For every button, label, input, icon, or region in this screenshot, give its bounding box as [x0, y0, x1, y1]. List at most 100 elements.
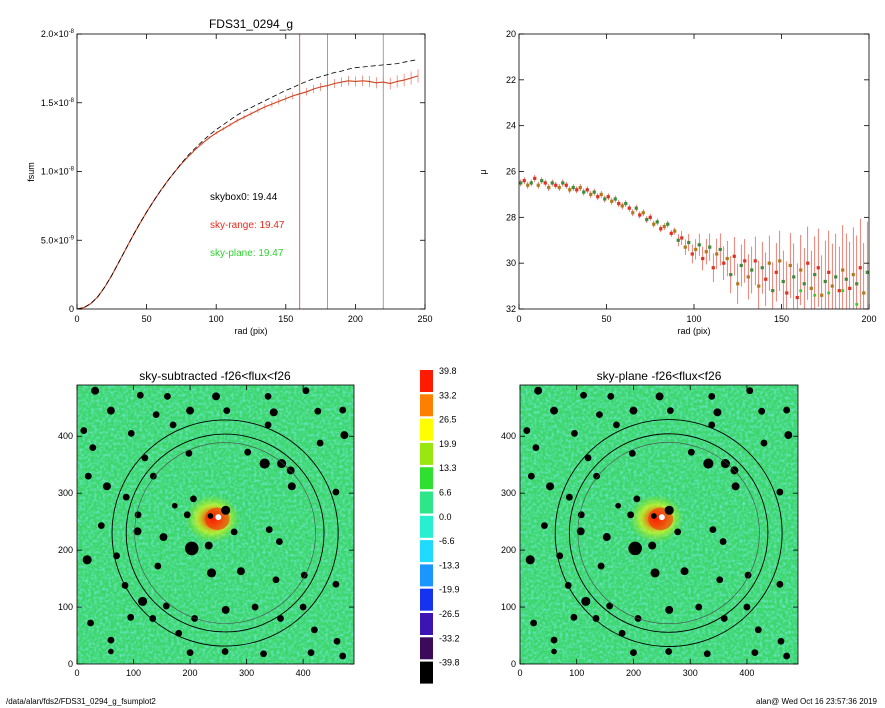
image-left-mask	[264, 421, 272, 429]
image-left-mask	[260, 650, 267, 658]
mu-point	[540, 179, 544, 183]
mu-point-plane	[855, 303, 859, 306]
image-left-mask	[164, 392, 171, 400]
image-right-mask	[532, 444, 540, 452]
image-right-mask	[760, 439, 768, 447]
mu-point	[792, 275, 796, 279]
fsum-y-axis-label: fsum	[26, 162, 36, 182]
colorbar-swatch-2	[420, 418, 433, 441]
mu-point	[613, 197, 617, 201]
image-right-mask	[703, 458, 714, 469]
image-right-mask	[720, 615, 728, 622]
mu-point	[536, 183, 540, 187]
fsum-x-tick-label: 0	[74, 314, 79, 324]
mu-point	[550, 181, 554, 185]
image-left-mask	[87, 619, 94, 627]
image-right-title: sky-plane -f26<flux<f26	[597, 369, 722, 383]
mu-point	[725, 256, 729, 261]
image-right-mask	[758, 407, 766, 415]
fsum-x-tick-label: 50	[142, 314, 152, 324]
image-right-mask	[776, 580, 784, 588]
mu-point	[585, 188, 589, 192]
mu-point-plane	[799, 289, 803, 293]
mu-x-tick-label: 50	[601, 314, 611, 324]
colorbar-label-6: 0.0	[439, 512, 452, 522]
colorbar-label-5: 6.6	[439, 488, 452, 498]
mu-point	[662, 224, 666, 229]
image-left-mask	[207, 568, 217, 578]
image-left-mask	[259, 458, 270, 469]
fsum-panel: FDS31_0294_g 0 50 100 150 200 250 0 5.0×10-9 1.0…	[26, 17, 433, 336]
mu-point	[764, 277, 768, 281]
image-left-mask	[159, 533, 168, 541]
image-right-x-tick-label: 200	[626, 668, 641, 678]
mu-point	[578, 185, 582, 190]
colorbar-swatch-9	[420, 588, 433, 611]
image-left-mask	[269, 408, 278, 417]
mu-point	[830, 284, 834, 288]
mu-y-tick-label: 30	[506, 258, 516, 268]
mu-point	[771, 289, 775, 293]
image-left-mask	[171, 502, 178, 509]
image-left-mask	[190, 495, 197, 503]
image-left-mask	[134, 511, 142, 519]
image-left-mask	[185, 449, 193, 457]
mu-y-tick-label: 20	[506, 29, 516, 39]
image-left-mask	[184, 541, 199, 556]
mu-point	[708, 245, 712, 249]
mu-point	[841, 268, 845, 272]
image-right-mask	[571, 429, 578, 437]
mu-point	[715, 252, 719, 256]
image-left-mask	[186, 649, 194, 657]
mu-point	[785, 291, 789, 295]
image-left-y-tick-label: 0	[68, 659, 73, 669]
colorbar-swatch-10	[420, 613, 433, 635]
fsum-annotation-2: sky-plane: 19.47	[210, 248, 284, 259]
mu-point	[673, 229, 677, 233]
mu-point	[543, 181, 547, 185]
mu-point	[564, 183, 568, 187]
colorbar-label-11: -33.2	[439, 633, 460, 643]
image-right-mask	[777, 637, 785, 645]
image-right-mask	[664, 505, 674, 515]
mu-point-plane	[813, 293, 817, 297]
image-right-mask	[783, 406, 791, 414]
image-right-y-tick-label: 0	[511, 659, 516, 669]
sky-subtracted-image-panel: sky-subtracted -f26<flux<f26 0 100 200 300 4…	[58, 369, 355, 678]
image-right-mask	[546, 482, 555, 491]
image-left-mask	[186, 406, 195, 415]
mu-point	[844, 277, 848, 281]
mu-point	[851, 273, 855, 277]
fsum-title: FDS31_0294_g	[209, 17, 293, 31]
footer-user-timestamp: alan@ Wed Oct 16 23:57:36 2019	[756, 697, 877, 706]
image-right-mask	[746, 387, 754, 395]
image-right-mask	[550, 636, 558, 644]
image-right-mask	[674, 528, 682, 536]
image-right-ring-2	[577, 441, 760, 625]
image-right-mask	[713, 408, 722, 417]
image-left-ring-1	[125, 433, 325, 633]
image-left-x-tick-label: 200	[183, 668, 198, 678]
mu-point	[596, 195, 600, 199]
image-right-mask	[527, 472, 535, 480]
image-right-mask	[708, 421, 716, 429]
image-right-mask	[602, 533, 611, 541]
image-left-mask	[97, 522, 105, 530]
colorbar-label-3: 19.9	[439, 439, 457, 449]
image-right-mask	[576, 527, 585, 536]
mu-point	[620, 204, 624, 208]
image-right-mask	[648, 541, 657, 550]
mu-point	[589, 192, 593, 197]
image-left-mask	[152, 411, 160, 418]
image-left-mask	[275, 538, 283, 545]
image-right-y-tick-label: 400	[501, 431, 516, 441]
image-left-mask	[103, 482, 111, 491]
fsum-x-tick-label: 250	[417, 314, 432, 324]
image-right-mask	[680, 567, 689, 576]
image-left-mask	[106, 406, 115, 415]
footer-file-path: /data/alan/fds2/FDS31_0294_g_fsumplot2	[6, 697, 156, 706]
mu-y-tick-label: 26	[506, 167, 516, 177]
image-left-mask	[314, 407, 322, 415]
mu-point	[557, 185, 561, 190]
image-left-mask	[80, 427, 88, 434]
